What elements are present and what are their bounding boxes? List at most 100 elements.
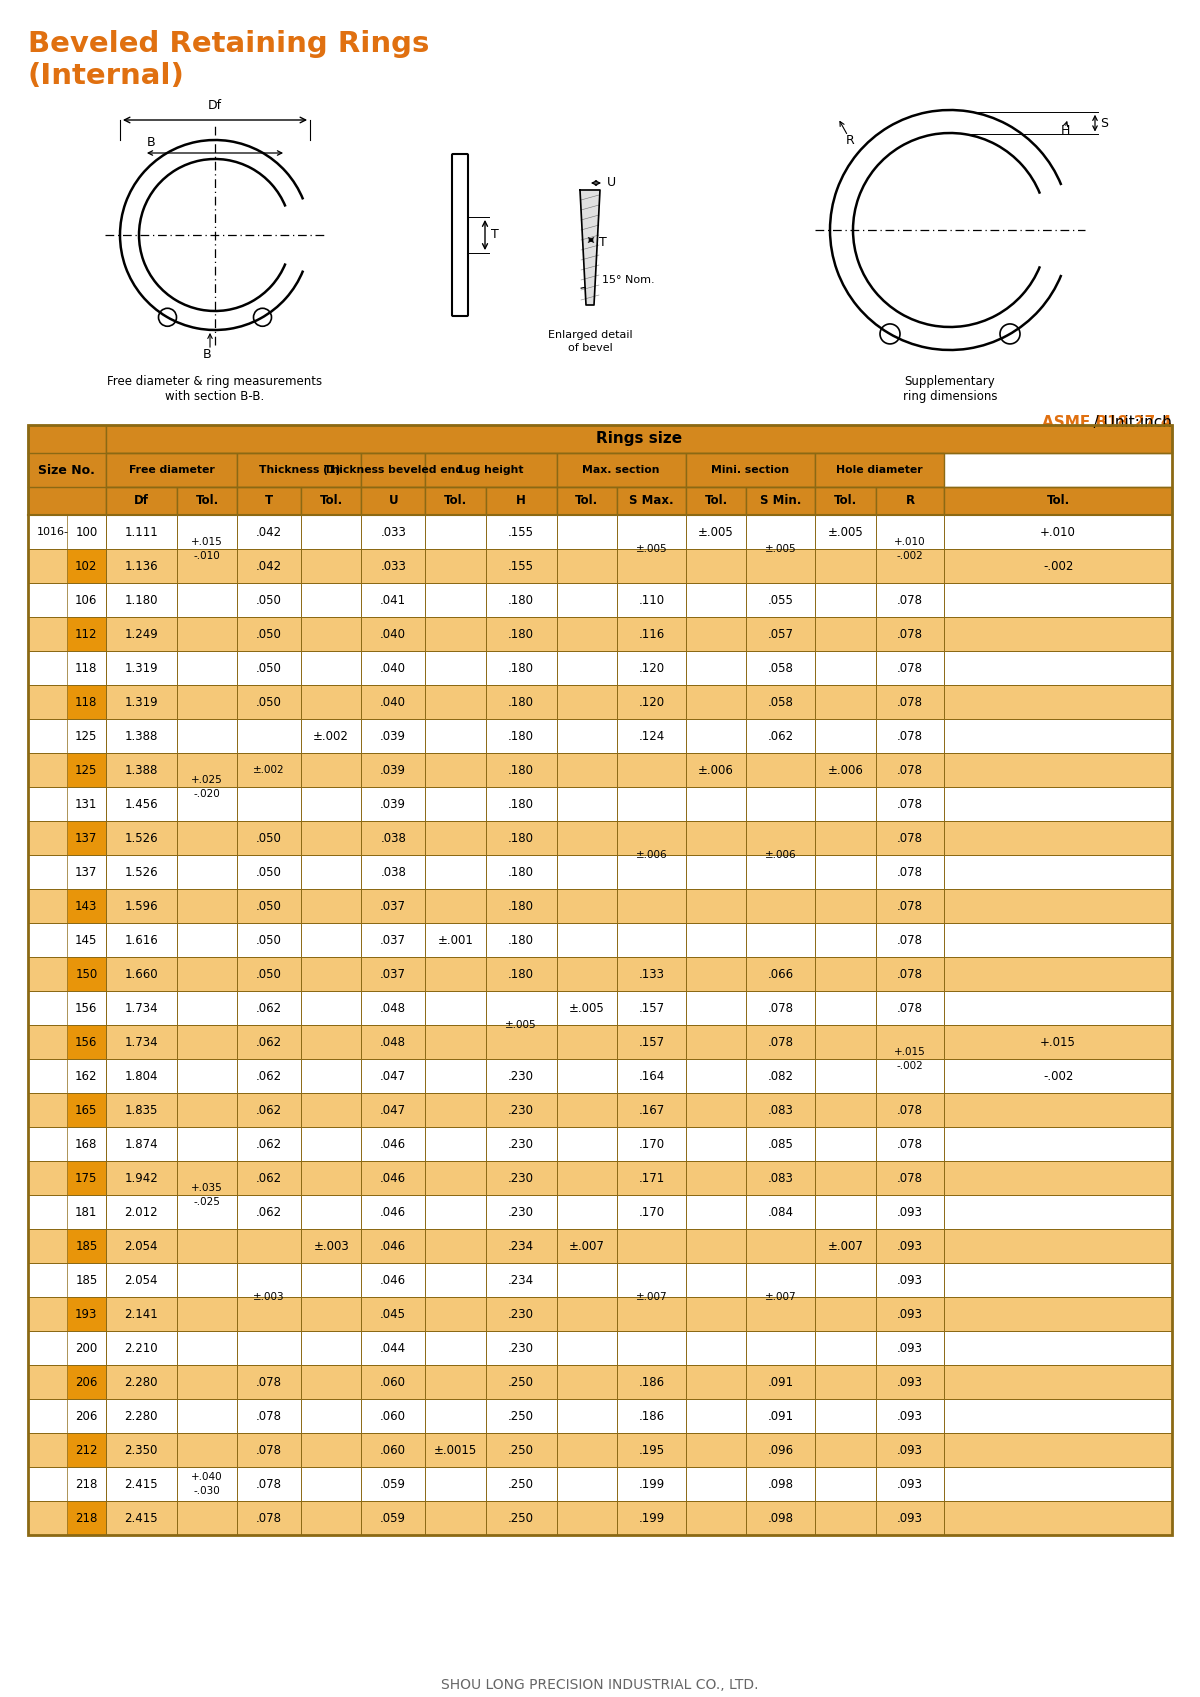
Text: .180: .180 — [508, 662, 534, 674]
Text: 2.350: 2.350 — [125, 1444, 158, 1456]
Bar — [67, 1229, 106, 1263]
Text: .230: .230 — [508, 1103, 534, 1117]
Text: ASME B18.27.4: ASME B18.27.4 — [1043, 416, 1172, 429]
Text: .078: .078 — [898, 933, 923, 947]
Bar — [176, 487, 238, 514]
Text: +.010: +.010 — [1040, 526, 1076, 538]
Text: Rings size: Rings size — [596, 431, 682, 446]
Text: H: H — [1061, 124, 1069, 136]
Bar — [67, 957, 106, 991]
Text: .078: .078 — [256, 1376, 282, 1388]
Text: .044: .044 — [380, 1342, 407, 1354]
Text: of bevel: of bevel — [568, 343, 612, 353]
Text: (Internal): (Internal) — [28, 63, 185, 90]
Text: .048: .048 — [380, 1001, 407, 1015]
Text: .195: .195 — [638, 1444, 665, 1456]
Text: 1.835: 1.835 — [125, 1103, 158, 1117]
Text: Supplementary: Supplementary — [905, 375, 995, 389]
Text: 106: 106 — [76, 594, 97, 606]
Text: .180: .180 — [508, 832, 534, 845]
Text: .155: .155 — [508, 560, 534, 572]
Text: 1.526: 1.526 — [125, 865, 158, 879]
Bar — [28, 1330, 1172, 1364]
Text: .180: .180 — [508, 967, 534, 981]
Text: 218: 218 — [76, 1478, 97, 1490]
Text: 1.388: 1.388 — [125, 730, 158, 743]
Text: .093: .093 — [898, 1239, 923, 1252]
Text: ±.0015: ±.0015 — [433, 1444, 476, 1456]
Bar — [106, 453, 238, 487]
Text: ±.007: ±.007 — [764, 1291, 797, 1302]
Text: H: H — [516, 494, 526, 507]
Bar — [28, 923, 1172, 957]
Text: 162: 162 — [76, 1069, 97, 1083]
Text: ±.005: ±.005 — [569, 1001, 605, 1015]
Bar — [67, 1398, 106, 1432]
Text: .040: .040 — [380, 628, 407, 640]
Text: .180: .180 — [508, 628, 534, 640]
Text: .120: .120 — [638, 662, 665, 674]
Text: 1.249: 1.249 — [125, 628, 158, 640]
Text: R: R — [906, 494, 914, 507]
Text: Tol.: Tol. — [196, 494, 218, 507]
Bar — [28, 1229, 1172, 1263]
Text: .078: .078 — [898, 662, 923, 674]
Text: .060: .060 — [380, 1376, 407, 1388]
Text: 131: 131 — [76, 798, 97, 811]
Text: with section B-B.: with section B-B. — [166, 390, 265, 402]
Text: .046: .046 — [380, 1205, 407, 1218]
Text: 118: 118 — [76, 662, 97, 674]
Text: U: U — [389, 494, 398, 507]
Text: .230: .230 — [508, 1137, 534, 1151]
Text: .050: .050 — [256, 865, 282, 879]
Text: R: R — [846, 134, 854, 146]
Text: 1.526: 1.526 — [125, 832, 158, 845]
Text: .058: .058 — [768, 696, 793, 709]
Bar — [361, 487, 425, 514]
Text: .078: .078 — [898, 1103, 923, 1117]
Text: .078: .078 — [898, 730, 923, 743]
Text: .046: .046 — [380, 1137, 407, 1151]
Text: .050: .050 — [256, 967, 282, 981]
Bar — [28, 821, 1172, 855]
Text: +.015: +.015 — [1040, 1035, 1076, 1049]
Text: .078: .078 — [256, 1410, 282, 1422]
Text: Tol.: Tol. — [575, 494, 599, 507]
Text: .066: .066 — [768, 967, 794, 981]
Bar — [238, 487, 301, 514]
Text: .045: .045 — [380, 1307, 407, 1320]
Bar — [67, 923, 106, 957]
Text: 1.616: 1.616 — [125, 933, 158, 947]
Text: 2.054: 2.054 — [125, 1239, 158, 1252]
Bar — [28, 855, 1172, 889]
Text: ±.005: ±.005 — [764, 545, 797, 553]
Text: 156: 156 — [76, 1035, 97, 1049]
Text: .050: .050 — [256, 933, 282, 947]
Text: -.002: -.002 — [896, 552, 923, 562]
Text: 218: 218 — [76, 1512, 97, 1524]
Bar — [67, 1263, 106, 1297]
Text: .157: .157 — [638, 1001, 665, 1015]
Text: 1.319: 1.319 — [125, 662, 158, 674]
Bar — [67, 550, 106, 584]
Text: ±.007: ±.007 — [828, 1239, 863, 1252]
Text: 185: 185 — [76, 1273, 97, 1286]
Bar — [28, 584, 1172, 618]
Text: ±.005: ±.005 — [698, 526, 734, 538]
Bar — [557, 487, 617, 514]
Text: .093: .093 — [898, 1512, 923, 1524]
Text: Size No.: Size No. — [38, 463, 95, 477]
Bar — [67, 1502, 106, 1536]
Text: 100: 100 — [76, 526, 97, 538]
Text: 1.734: 1.734 — [125, 1035, 158, 1049]
Text: 102: 102 — [76, 560, 97, 572]
Bar — [28, 889, 1172, 923]
Bar — [67, 889, 106, 923]
Text: .037: .037 — [380, 933, 407, 947]
Text: .093: .093 — [898, 1376, 923, 1388]
Text: .038: .038 — [380, 865, 406, 879]
Text: .037: .037 — [380, 967, 407, 981]
Bar — [67, 1195, 106, 1229]
Text: Lug height: Lug height — [458, 465, 523, 475]
Text: 2.054: 2.054 — [125, 1273, 158, 1286]
